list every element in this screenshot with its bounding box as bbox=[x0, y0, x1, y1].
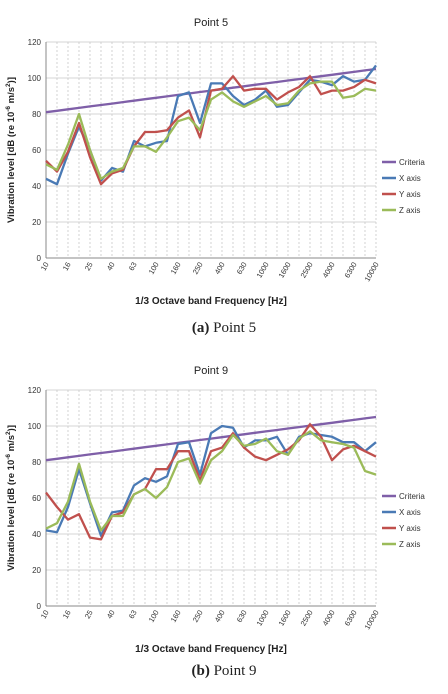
series-line-y-axis bbox=[45, 423, 377, 541]
x-tick-label: 630 bbox=[235, 609, 249, 624]
x-tick-label: 160 bbox=[169, 261, 183, 276]
y-tick-label: 40 bbox=[32, 182, 41, 191]
legend-label: X axis bbox=[399, 508, 421, 517]
y-axis-label-superscript: -6 bbox=[5, 454, 12, 460]
legend-label: Z axis bbox=[399, 206, 420, 215]
legend-label: Z axis bbox=[399, 540, 420, 549]
caption-b: (b) Point 9 bbox=[0, 663, 448, 680]
x-tick-label: 25 bbox=[83, 609, 95, 621]
x-tick-label: 6300 bbox=[343, 609, 359, 628]
series-line-y-axis bbox=[45, 75, 377, 186]
x-tick-label: 10 bbox=[39, 609, 51, 621]
x-tick-label: 10000 bbox=[363, 609, 381, 632]
y-tick-label: 40 bbox=[32, 530, 41, 539]
x-tick-label: 400 bbox=[213, 261, 227, 276]
series-line-z-axis bbox=[45, 430, 377, 532]
x-tick-label: 100 bbox=[147, 261, 161, 276]
x-tick-label: 6300 bbox=[343, 261, 359, 280]
y-axis-label: Vibration level [dB (re 10-6 m/s2)] bbox=[5, 77, 17, 223]
y-axis-label-part: Vibration level [dB (re 10 bbox=[6, 112, 17, 223]
x-tick-label: 63 bbox=[127, 609, 139, 621]
chart-point-9: Point 9 0 20 40 60 80 100 120 10 16 25 40 63 100 160 25… bbox=[5, 365, 425, 655]
legend-label: X axis bbox=[399, 174, 421, 183]
x-tick-label: 4000 bbox=[321, 261, 337, 280]
y-axis-label-superscript: 2 bbox=[5, 83, 12, 87]
legend-label: Criteria bbox=[399, 158, 425, 167]
x-axis-label: 1/3 Octave band Frequency [Hz] bbox=[135, 644, 287, 655]
x-tick-label: 1600 bbox=[277, 609, 293, 628]
y-axis-label: Vibration level [dB (re 10-6 m/s2)] bbox=[5, 425, 17, 571]
y-axis-label-part: Vibration level [dB (re 10 bbox=[6, 460, 17, 571]
x-tick-label: 2500 bbox=[299, 261, 315, 280]
series-line-x-axis bbox=[45, 424, 377, 537]
x-tick-label: 40 bbox=[105, 261, 117, 273]
caption-a: (a) Point 5 bbox=[0, 320, 448, 337]
y-axis-label-part: m/s bbox=[6, 87, 17, 106]
legend-label: Y axis bbox=[399, 524, 421, 533]
y-tick-label: 120 bbox=[28, 386, 42, 395]
y-tick-label: 60 bbox=[32, 146, 41, 155]
legend-label: Y axis bbox=[399, 190, 421, 199]
chart-title: Point 5 bbox=[194, 17, 228, 29]
y-tick-label: 80 bbox=[32, 110, 41, 119]
x-tick-label: 100 bbox=[147, 609, 161, 624]
x-tick-label: 250 bbox=[191, 609, 205, 624]
y-tick-label: 120 bbox=[28, 38, 42, 47]
x-axis-label: 1/3 Octave band Frequency [Hz] bbox=[135, 296, 287, 307]
y-tick-label: 60 bbox=[32, 494, 41, 503]
x-tick-label: 25 bbox=[83, 261, 95, 273]
y-tick-label: 100 bbox=[28, 74, 42, 83]
y-tick-label: 80 bbox=[32, 458, 41, 467]
y-tick-label: 100 bbox=[28, 422, 42, 431]
caption-a-text: Point 5 bbox=[209, 320, 257, 336]
y-axis-label-superscript: -6 bbox=[5, 106, 12, 112]
x-tick-label: 63 bbox=[127, 261, 139, 273]
x-tick-label: 1000 bbox=[255, 261, 271, 280]
chart-point-5: Point 5 0 20 40 60 80 100 120 10 16 25 40 63 100 160 25… bbox=[5, 17, 425, 307]
caption-b-letter: (b) bbox=[191, 663, 210, 679]
y-tick-label: 0 bbox=[37, 254, 42, 263]
x-tick-label: 630 bbox=[235, 261, 249, 276]
x-tick-label: 160 bbox=[169, 609, 183, 624]
y-axis-label-part: )] bbox=[6, 425, 17, 431]
y-axis-label-part: m/s bbox=[6, 435, 17, 454]
x-tick-label: 10 bbox=[39, 261, 51, 273]
x-tick-label: 400 bbox=[213, 609, 227, 624]
x-tick-label: 1000 bbox=[255, 609, 271, 628]
series-line-criteria bbox=[45, 415, 377, 462]
y-axis-label-superscript: 2 bbox=[5, 431, 12, 435]
x-tick-label: 10000 bbox=[363, 261, 381, 284]
caption-a-letter: (a) bbox=[191, 320, 210, 336]
x-tick-label: 1600 bbox=[277, 261, 293, 280]
x-tick-label: 16 bbox=[61, 261, 73, 273]
legend-label: Criteria bbox=[399, 492, 425, 501]
y-axis-label-part: )] bbox=[6, 77, 17, 83]
y-tick-label: 20 bbox=[32, 218, 41, 227]
series-line-z-axis bbox=[45, 80, 377, 180]
x-tick-label: 16 bbox=[61, 609, 73, 621]
caption-b-text: Point 9 bbox=[209, 663, 257, 679]
x-tick-label: 4000 bbox=[321, 609, 337, 628]
x-tick-label: 40 bbox=[105, 609, 117, 621]
chart-title: Point 9 bbox=[194, 365, 228, 377]
y-tick-label: 20 bbox=[32, 566, 41, 575]
x-tick-label: 250 bbox=[191, 261, 205, 276]
y-tick-label: 0 bbox=[37, 602, 42, 611]
x-tick-label: 2500 bbox=[299, 609, 315, 628]
